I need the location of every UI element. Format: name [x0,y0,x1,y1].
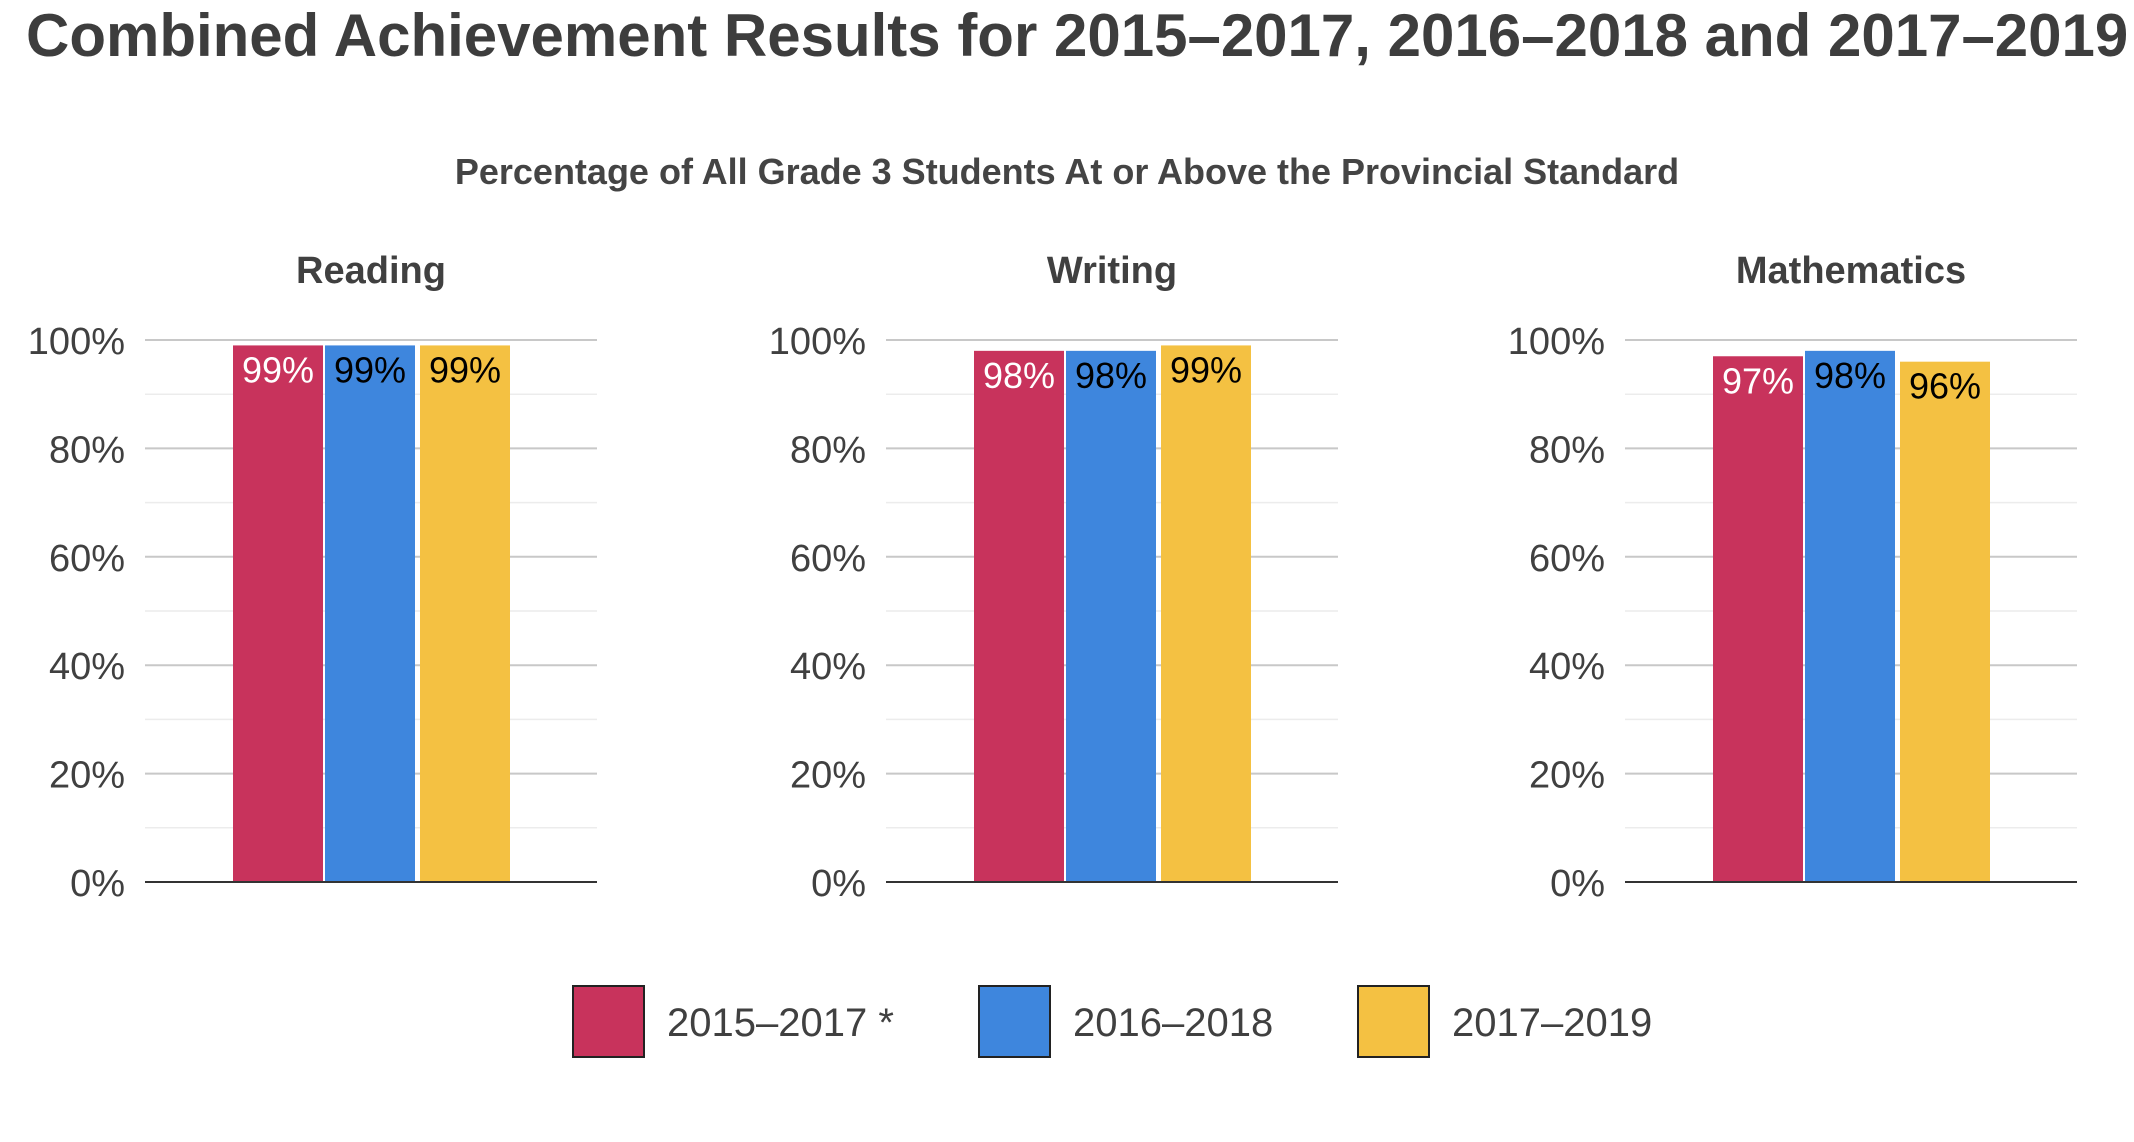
chart-title: Percentage of All Grade 3 Students At or… [454,151,1680,192]
y-tick-label: 60% [1529,538,1605,580]
y-tick-label: 40% [49,646,125,688]
data-label: 98% [983,355,1055,396]
bar-writing-2015-2017 [974,350,1064,883]
panel-title-writing: Writing [1047,250,1177,292]
y-tick-label: 100% [1508,321,1605,363]
bar-reading-2017-2019 [420,345,510,882]
legend: 2015–2017 * 2016–2018 2017–2019 [0,985,2134,1065]
data-label: 98% [1075,355,1147,396]
y-tick-label: 0% [1550,863,1605,905]
y-tick-label: 80% [1529,429,1605,471]
y-tick-label: 20% [790,755,866,797]
y-tick-label: 40% [790,646,866,688]
legend-label: 2016–2018 [1073,1001,1274,1045]
y-tick-label: 20% [1529,755,1605,797]
main-title: Combined Achievement Results for 2015–20… [26,2,2129,69]
panel-title-reading: Reading [296,250,446,292]
data-label: 96% [1909,366,1981,407]
bar-writing-2017-2019 [1161,345,1251,882]
panel-title-mathematics: Mathematics [1736,250,1966,292]
data-label: 99% [334,349,406,390]
bar-reading-2016-2018 [325,345,415,882]
y-tick-label: 60% [49,538,125,580]
legend-swatch [572,985,645,1058]
legend-swatch [978,985,1051,1058]
legend-label: 2017–2019 [1452,1001,1653,1045]
panel-mathematics: Mathematics 0% 20% 40% 60% 80% 100% 97% 98% 96% [1508,250,2077,905]
panel-writing: Writing 0% 20% 40% 60% 80% 100% 98% 98% 99% [769,250,1338,905]
y-tick-label: 80% [790,429,866,471]
data-label: 99% [1170,349,1242,390]
y-tick-label: 60% [790,538,866,580]
panel-reading: Reading 0% 20% 40% 60% 80% 100% 99% 99% 99% [28,250,597,905]
y-tick-label: 0% [811,863,866,905]
y-tick-label: 0% [70,863,125,905]
bar-writing-2016-2018 [1066,350,1156,883]
bar-mathematics-2015-2017 [1713,356,1803,882]
legend-swatch [1357,985,1430,1058]
data-label: 98% [1814,355,1886,396]
y-tick-label: 20% [49,755,125,797]
y-tick-label: 40% [1529,646,1605,688]
data-label: 99% [429,349,501,390]
bar-mathematics-2017-2019 [1900,361,1990,882]
y-tick-label: 100% [28,321,125,363]
data-label: 97% [1722,360,1794,401]
data-label: 99% [242,349,314,390]
y-tick-label: 100% [769,321,866,363]
bar-mathematics-2016-2018 [1805,350,1895,883]
legend-label: 2015–2017 * [667,1001,894,1045]
bar-reading-2015-2017 [233,345,323,882]
y-tick-label: 80% [49,429,125,471]
